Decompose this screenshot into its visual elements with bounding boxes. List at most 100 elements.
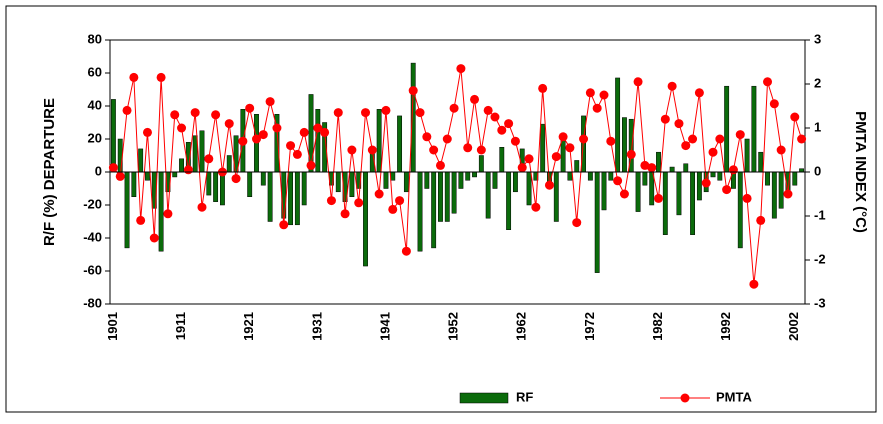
bar [540, 123, 546, 173]
point [361, 108, 371, 118]
bar [390, 171, 396, 181]
point [156, 72, 166, 82]
x-tick-label: 1931 [309, 312, 324, 341]
point [381, 105, 391, 115]
point [429, 145, 439, 155]
point [613, 176, 623, 186]
bar [219, 171, 225, 206]
bar [465, 171, 471, 181]
x-tick-label: 1982 [650, 312, 665, 341]
bar [458, 171, 464, 189]
point [395, 196, 405, 206]
point [401, 246, 411, 256]
point [142, 127, 152, 137]
bar [145, 171, 150, 181]
y2-tick-label: 2 [814, 75, 821, 90]
x-tick-label: 1911 [173, 312, 188, 340]
bar [608, 171, 614, 181]
point [177, 123, 187, 133]
legend-label: PMTA [716, 389, 752, 404]
point [367, 145, 377, 155]
point [204, 154, 214, 164]
bar [690, 171, 696, 235]
point [633, 77, 643, 87]
point [769, 99, 779, 109]
point [783, 189, 793, 199]
bar [335, 171, 341, 193]
point [647, 163, 657, 173]
point [674, 119, 684, 129]
point [408, 86, 418, 96]
bar [431, 171, 437, 249]
point [136, 215, 146, 225]
point [517, 163, 527, 173]
point [728, 165, 738, 175]
y-axis-title: R/F (%) DEPARTURE [41, 98, 58, 246]
point [599, 90, 609, 100]
y-tick-label: 60 [88, 64, 102, 79]
point [183, 165, 193, 175]
point [572, 218, 582, 228]
bar [226, 155, 232, 173]
point [531, 202, 541, 212]
point [483, 105, 493, 115]
bar [301, 171, 307, 206]
point [170, 110, 180, 120]
point [347, 145, 357, 155]
point [442, 134, 452, 144]
y-tick-label: -40 [83, 229, 102, 244]
point [524, 154, 534, 164]
point [660, 114, 670, 124]
bar [192, 135, 198, 173]
bar [158, 171, 164, 252]
bar [587, 171, 593, 181]
y2-tick-label: 3 [814, 31, 821, 46]
point [763, 77, 773, 87]
point [238, 136, 248, 146]
point [626, 149, 636, 159]
bar [485, 171, 491, 219]
point [742, 193, 752, 203]
point [619, 189, 629, 199]
point [722, 185, 732, 195]
point [313, 123, 323, 133]
point [579, 134, 589, 144]
bar [247, 171, 253, 197]
point [463, 143, 473, 153]
point [306, 160, 316, 170]
bar [499, 147, 505, 173]
bar [771, 171, 777, 219]
point [435, 160, 445, 170]
y2-tick-label: -2 [814, 251, 826, 266]
y-tick-label: -20 [83, 196, 102, 211]
point [497, 125, 507, 135]
bar [792, 171, 798, 186]
bar [117, 138, 123, 173]
bar [438, 171, 443, 222]
bar [424, 171, 430, 189]
y-tick-label: -80 [83, 295, 102, 310]
bar [744, 138, 750, 173]
point [388, 204, 398, 214]
point [504, 119, 514, 129]
bar [724, 85, 730, 173]
y2-tick-label: -1 [814, 207, 826, 222]
bar [213, 171, 219, 202]
point [735, 130, 745, 140]
bar [472, 171, 477, 178]
point [224, 119, 234, 129]
legend-swatch [459, 392, 509, 404]
bar [512, 171, 518, 193]
point [129, 72, 139, 82]
bar [642, 171, 648, 186]
point [422, 132, 432, 142]
point [708, 147, 718, 157]
point [149, 233, 159, 243]
legend-label: RF [516, 389, 533, 404]
point [701, 178, 711, 188]
point [490, 112, 500, 122]
point [258, 130, 268, 140]
point [544, 180, 554, 190]
bar [778, 171, 784, 209]
